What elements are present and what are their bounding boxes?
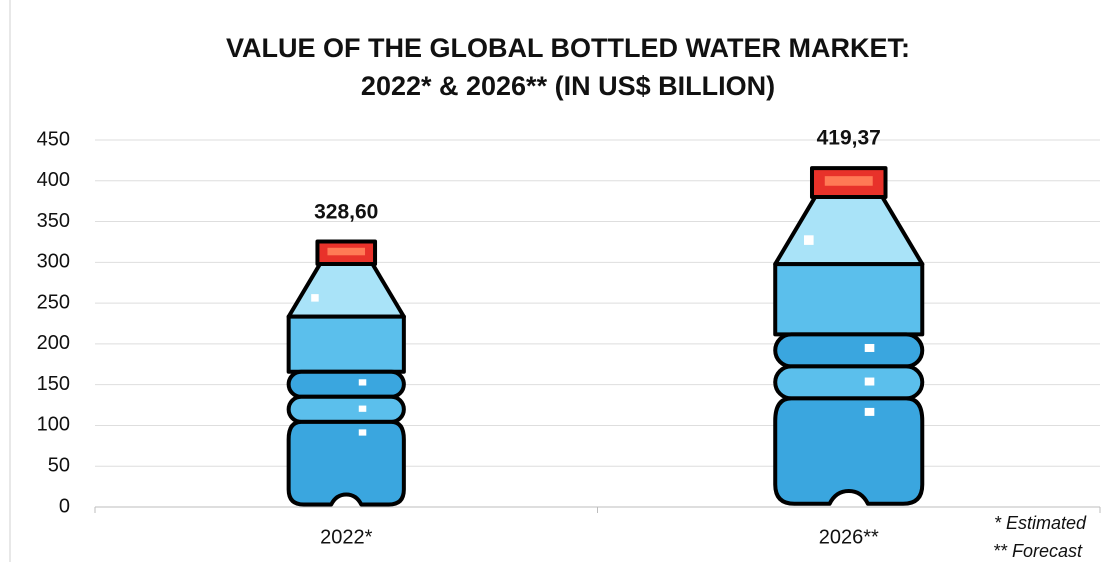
y-tick-label: 450 bbox=[37, 128, 70, 150]
bottle-body-upper bbox=[289, 317, 404, 372]
shine bbox=[311, 294, 319, 302]
bottle-bar bbox=[289, 242, 404, 505]
shine bbox=[864, 343, 875, 352]
bottle-rib bbox=[289, 397, 404, 422]
shine bbox=[803, 235, 814, 245]
chart-title: 2022* & 2026** (IN US$ BILLION) bbox=[361, 71, 775, 101]
y-tick-label: 250 bbox=[37, 291, 70, 313]
chart-title: VALUE OF THE GLOBAL BOTTLED WATER MARKET… bbox=[226, 33, 910, 63]
cap-highlight bbox=[327, 247, 366, 256]
cap-highlight bbox=[824, 176, 873, 186]
shine bbox=[864, 407, 875, 416]
bottle-rib bbox=[775, 366, 922, 398]
bottle-bar bbox=[775, 168, 922, 504]
note: * Estimated bbox=[994, 513, 1087, 533]
y-tick-label: 200 bbox=[37, 332, 70, 354]
bottle-rib bbox=[289, 372, 404, 397]
x-tick-label: 2022* bbox=[320, 526, 372, 548]
value-label: 328,60 bbox=[314, 201, 378, 224]
shine bbox=[358, 405, 367, 412]
shine bbox=[864, 377, 875, 386]
value-label: 419,37 bbox=[817, 127, 881, 150]
x-tick-label: 2026** bbox=[819, 526, 879, 548]
bottle-shoulder bbox=[775, 197, 922, 264]
note: ** Forecast bbox=[993, 541, 1083, 561]
shine bbox=[358, 379, 367, 386]
bottle-base bbox=[289, 422, 404, 505]
y-tick-label: 300 bbox=[37, 251, 70, 273]
y-tick-label: 350 bbox=[37, 210, 70, 232]
bottle-shoulder bbox=[289, 264, 404, 317]
y-tick-label: 150 bbox=[37, 373, 70, 395]
y-tick-label: 100 bbox=[37, 414, 70, 436]
y-tick-label: 50 bbox=[48, 455, 70, 477]
bottle-base bbox=[775, 398, 922, 503]
shine bbox=[358, 429, 367, 436]
bottle-cap bbox=[812, 168, 886, 197]
bottle-body-upper bbox=[775, 264, 922, 334]
y-tick-label: 0 bbox=[59, 495, 70, 517]
bottle-rib bbox=[775, 334, 922, 366]
y-tick-label: 400 bbox=[37, 169, 70, 191]
